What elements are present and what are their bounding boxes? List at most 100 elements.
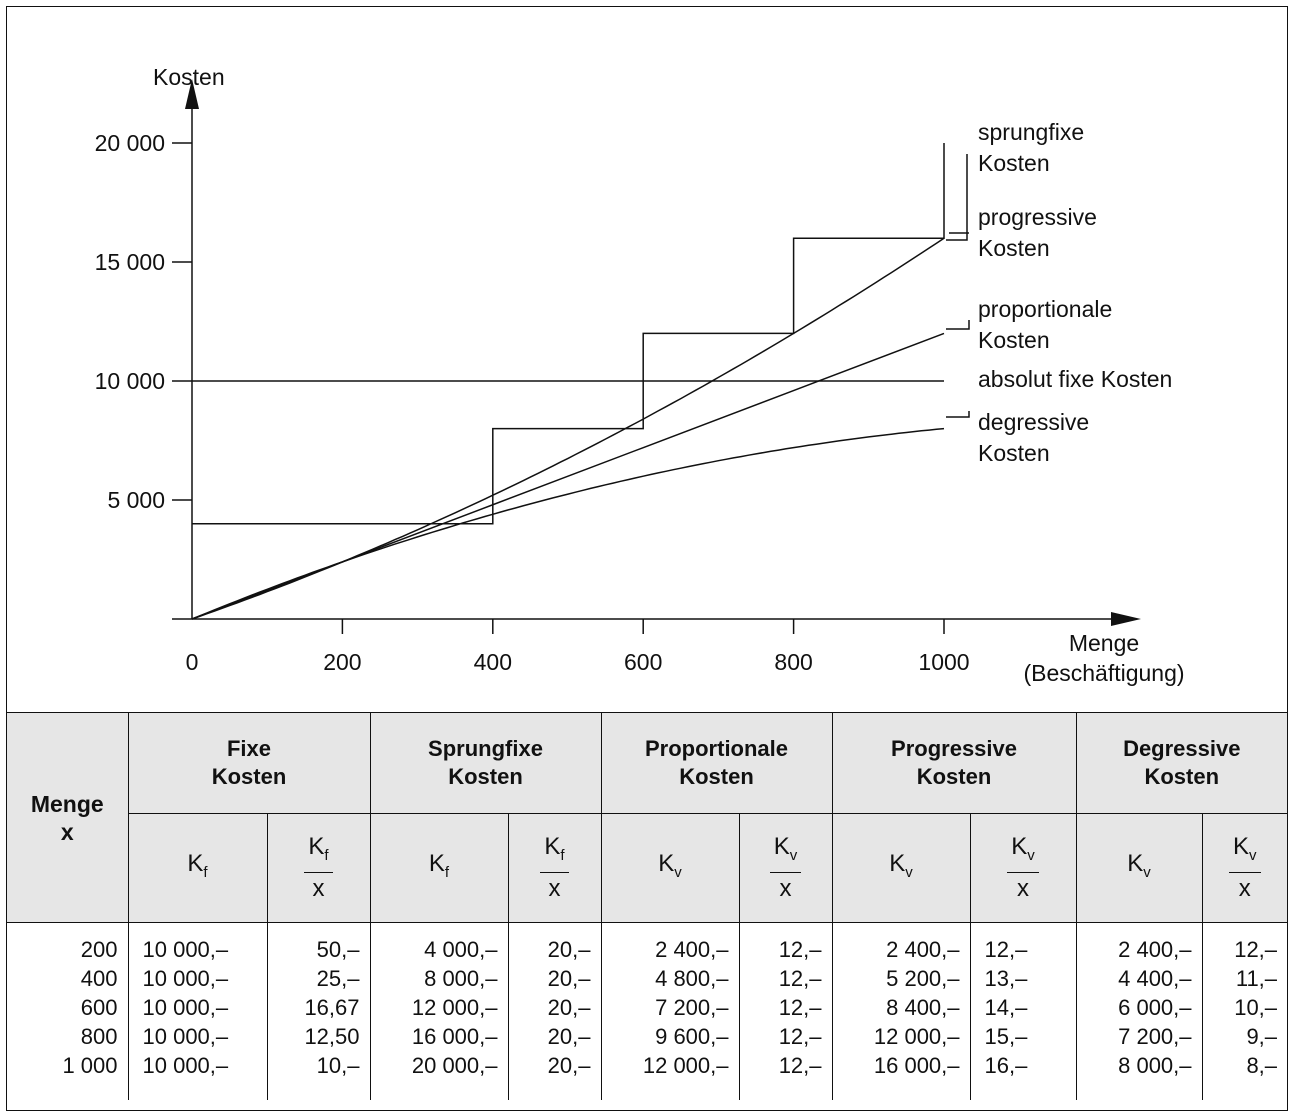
table-cell: 12,–	[778, 937, 822, 962]
x-tick-label: 0	[186, 649, 199, 675]
table-cell: 10 000,–	[142, 966, 229, 991]
table-cell: 14,–	[984, 995, 1028, 1020]
value-column: 2 400,– 4 800,– 7 200,– 9 600,– 12 000,–	[600, 922, 740, 1100]
series-label: proportionale	[978, 296, 1112, 322]
table-cell: 20 000,–	[411, 1053, 498, 1078]
symbol-unit-header: Kv x	[969, 813, 1077, 923]
y-axis-arrow	[185, 79, 199, 109]
table-cell: 25,–	[316, 966, 360, 991]
table-cell: 8,–	[1246, 1053, 1278, 1078]
table-cell: 10,–	[1234, 995, 1278, 1020]
symbol-total-header: Kf	[127, 813, 268, 923]
symbol-total: Kv	[658, 849, 682, 881]
menge-cell: 400	[80, 966, 118, 991]
group-header-line2: Kosten	[448, 764, 523, 789]
menge-header: Menge x	[7, 712, 129, 923]
table-cell: 4 000,–	[424, 937, 498, 962]
value-column: 12,– 13,– 14,– 15,– 16,–	[969, 922, 1077, 1100]
symbol-fraction: Kf x	[304, 833, 333, 903]
value-column: 2 400,– 4 400,– 6 000,– 7 200,– 8 000,–	[1075, 922, 1203, 1100]
table-cell: 10 000,–	[142, 1053, 229, 1078]
series-label-leader	[946, 154, 968, 241]
series-progressive	[191, 237, 945, 620]
table-cell: 2 400,–	[886, 937, 960, 962]
table-cell: 16 000,–	[873, 1053, 960, 1078]
table-cell: 10 000,–	[142, 937, 229, 962]
menge-header-label: Menge	[30, 790, 104, 817]
table-cell: 7 200,–	[1118, 1024, 1192, 1049]
value-column: 20,– 20,– 20,– 20,– 20,–	[507, 922, 602, 1100]
symbol-unit-header: Kf x	[266, 813, 371, 923]
group-header-line2: Kosten	[679, 764, 754, 789]
symbol-total-header: Kv	[831, 813, 971, 923]
cost-table: Menge x Fixe Kosten Sprungfixe Kosten Pr…	[7, 712, 1288, 1100]
table-cell: 12,–	[984, 937, 1028, 962]
menge-cell: 600	[80, 995, 118, 1020]
chart-labels: Kosten Menge (Beschäftigung) sprungfixe Kost…	[153, 64, 1185, 686]
series-label-leader	[946, 411, 970, 418]
y-tick-label: 10 000	[95, 368, 165, 394]
y-tick-label: 15 000	[95, 249, 165, 275]
table-cell: 20,–	[547, 1053, 591, 1078]
table-cell: 10,–	[316, 1053, 360, 1078]
figure-frame: 5 000 10 000 15 000 20 000 0 200 400 600 800 1000…	[6, 6, 1288, 1111]
series-label: Kosten	[978, 327, 1050, 353]
table-cell: 16,–	[984, 1053, 1028, 1078]
table-cell: 20,–	[547, 937, 591, 962]
group-header-line1: Fixe	[226, 736, 272, 761]
symbol-total: Kv	[889, 849, 913, 881]
menge-header-var: x	[60, 818, 74, 845]
group-header-line2: Kosten	[1144, 764, 1220, 789]
group-header-line1: Degressive	[1123, 736, 1241, 761]
table-cell: 5 200,–	[886, 966, 960, 991]
table-cell: 11,–	[1235, 966, 1278, 991]
symbol-fraction: Kv x	[1229, 833, 1261, 903]
table-cell: 12,–	[1234, 937, 1278, 962]
table-cell: 7 200,–	[655, 995, 729, 1020]
table-cell: 16,67	[304, 995, 360, 1020]
x-tick-label: 400	[474, 649, 512, 675]
table-cell: 8 400,–	[886, 995, 960, 1020]
value-column: 4 000,– 8 000,– 12 000,– 16 000,– 20 000,–	[369, 922, 509, 1100]
group-header-proportionale: Proportionale Kosten	[600, 712, 833, 814]
symbol-fraction: Kv x	[769, 833, 802, 903]
group-header-progressive: Progressive Kosten	[831, 712, 1077, 814]
symbol-total: Kf	[187, 849, 208, 881]
table-group-header-row: Menge x Fixe Kosten Sprungfixe Kosten Pr…	[7, 712, 1288, 923]
x-axis-title-line1: Menge	[1069, 630, 1139, 656]
series-label: degressive	[978, 409, 1089, 435]
series-label-leader	[946, 320, 970, 330]
table-cell: 12,–	[778, 966, 822, 991]
group-header-line2: Kosten	[916, 764, 992, 789]
table-cell: 50,–	[316, 937, 360, 962]
x-tick-label: 600	[624, 649, 662, 675]
y-axis-title: Kosten	[153, 64, 225, 90]
value-column: 12,– 11,– 10,– 9,– 8,–	[1201, 922, 1288, 1100]
series-label: Kosten	[978, 235, 1050, 261]
value-column: 50,– 25,– 16,67 12,50 10,–	[266, 922, 371, 1100]
series-label: Kosten	[978, 440, 1050, 466]
table-cell: 12 000,–	[873, 1024, 960, 1049]
x-axis-arrow	[1111, 612, 1141, 626]
x-axis-title-line2: (Beschäftigung)	[1023, 660, 1184, 686]
x-tick-label: 800	[774, 649, 812, 675]
table-cell: 10 000,–	[142, 1024, 229, 1049]
series-label: absolut fixe Kosten	[978, 366, 1172, 392]
value-column: 2 400,– 5 200,– 8 400,– 12 000,– 16 000,–	[831, 922, 971, 1100]
chart-series	[191, 143, 945, 620]
table-cell: 4 800,–	[655, 966, 729, 991]
symbol-total-header: Kf	[369, 813, 509, 923]
cost-table-container: Menge x Fixe Kosten Sprungfixe Kosten Pr…	[7, 712, 1288, 1100]
table-data-row: 200 400 600 800 1 000 10 000,– 10 000,– 10 000,…	[7, 922, 1288, 1100]
table-cell: 9,–	[1246, 1024, 1278, 1049]
series-proportionale	[191, 332, 945, 620]
menge-cell: 200	[80, 937, 118, 962]
x-tick-label: 1000	[918, 649, 969, 675]
series-label: progressive	[978, 204, 1097, 230]
series-label: Kosten	[978, 150, 1050, 176]
symbol-fraction: Kf x	[540, 833, 569, 903]
group-header-line2: Kosten	[211, 764, 287, 789]
table-cell: 12,–	[778, 1053, 822, 1078]
table-cell: 8 000,–	[1118, 1053, 1192, 1078]
series-label: sprungfixe	[978, 119, 1084, 145]
